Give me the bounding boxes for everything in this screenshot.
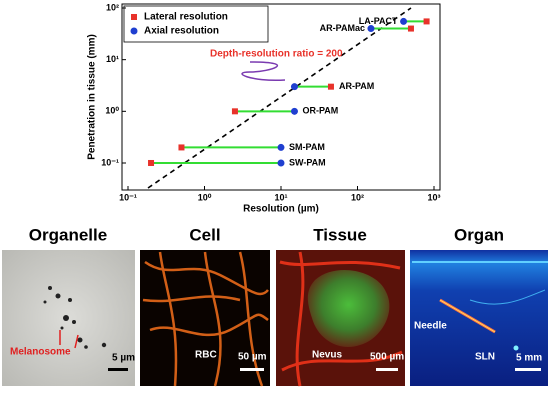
annotation: Depth-resolution ratio = 200 [210, 49, 343, 60]
panel-title: Cell [189, 225, 220, 244]
organ-image [410, 250, 548, 386]
category-label: LA-PACT [359, 16, 398, 26]
lateral-point [178, 144, 185, 151]
panel-label: Melanosome [10, 347, 71, 358]
category-label: AR-PAMac [320, 23, 365, 33]
panel-label: SLN [475, 352, 495, 363]
category-label: AR-PAM [339, 81, 374, 91]
tissue-image [276, 250, 405, 387]
y-tick-label: 10² [106, 2, 119, 12]
lateral-point [148, 159, 155, 166]
panel-label: 50 µm [238, 352, 267, 363]
panel-label: RBC [195, 350, 217, 361]
panel-title: Organelle [29, 225, 107, 244]
cell-image [140, 250, 270, 387]
legend-label: Axial resolution [144, 26, 219, 37]
axial-point [130, 27, 138, 35]
category-label: OR-PAM [302, 106, 338, 116]
lateral-point [407, 25, 414, 32]
axial-point [290, 83, 298, 91]
legend-label: Lateral resolution [144, 12, 228, 23]
y-tick-label: 10¹ [106, 54, 119, 64]
x-tick-label: 10¹ [274, 192, 287, 202]
lateral-point [231, 108, 238, 115]
category-label: SM-PAM [289, 142, 325, 152]
axial-point [400, 17, 408, 25]
panel-label: Needle [414, 321, 447, 332]
y-tick-label: 10⁻¹ [101, 157, 119, 167]
lateral-point [327, 83, 334, 90]
x-tick-label: 10² [351, 192, 364, 202]
lateral-point [131, 14, 137, 20]
panel-title: Organ [454, 225, 504, 244]
y-tick-label: 10⁰ [105, 106, 119, 116]
axial-point [277, 159, 285, 167]
x-tick-label: 10⁻¹ [119, 192, 137, 202]
x-tick-label: 10⁰ [198, 192, 212, 202]
panel-label: 5 µm [112, 353, 135, 364]
axial-point [290, 107, 298, 115]
panel-label: 500 µm [370, 352, 404, 363]
x-axis-label: Resolution (µm) [243, 204, 319, 215]
ratio-line [147, 7, 412, 189]
axial-point [367, 25, 375, 33]
panel-label: Nevus [312, 350, 342, 361]
panel-title: Tissue [313, 225, 367, 244]
category-label: SW-PAM [289, 157, 326, 167]
y-axis-label: Penetration in tissue (mm) [87, 34, 98, 160]
legend [123, 5, 269, 43]
panel-label: 5 mm [516, 353, 542, 364]
lateral-point [423, 18, 430, 25]
organelle-image [2, 250, 135, 386]
x-tick-label: 10³ [427, 192, 440, 202]
axial-point [277, 143, 285, 151]
annotation-arrow [241, 61, 286, 82]
